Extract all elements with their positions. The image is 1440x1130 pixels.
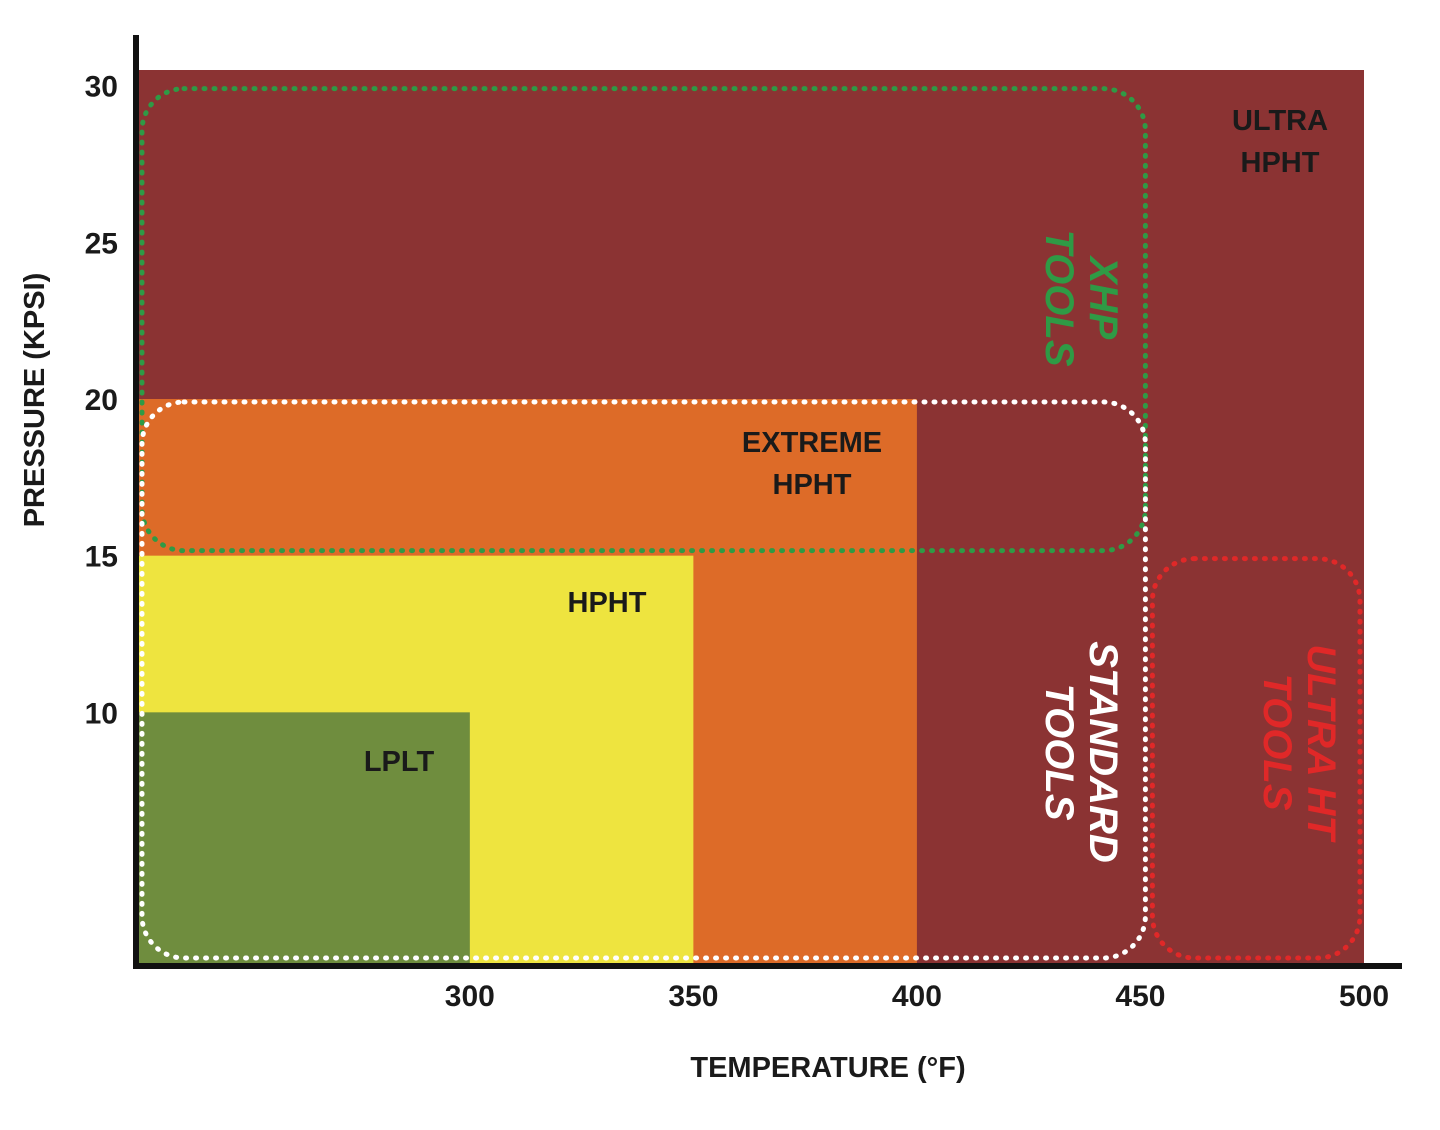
x-axis-title: TEMPERATURE (°F) bbox=[690, 1052, 965, 1084]
tool-range-layer bbox=[139, 86, 1363, 961]
tool-label-ultra-ht-tools-line-2: TOOLS bbox=[1255, 673, 1299, 810]
region-layer bbox=[139, 70, 1364, 963]
region-label-layer: ULTRA HPHT EXTREME HPHT HPHT LPLT bbox=[364, 105, 1328, 778]
tool-range-ultra-ht-tools bbox=[1149, 556, 1363, 961]
region-label-hpht-line-1: HPHT bbox=[568, 587, 647, 619]
tool-label-standard-tools-line-1: STANDARD bbox=[1081, 641, 1125, 862]
tool-range-standard-tools bbox=[139, 399, 1148, 961]
tool-label-xhp-tools-line-2: TOOLS bbox=[1037, 229, 1081, 366]
region-label-ultra-hpht-line-1: ULTRA bbox=[1232, 105, 1328, 137]
x-tick-350: 350 bbox=[668, 980, 718, 1013]
x-tick-400: 400 bbox=[892, 980, 942, 1013]
tool-label-standard-tools-line-2: TOOLS bbox=[1037, 683, 1081, 820]
axes bbox=[133, 35, 1402, 969]
region-label-ultra-hpht-line-2: HPHT bbox=[1241, 147, 1320, 179]
region-lplt bbox=[139, 712, 470, 963]
region-label-extreme-hpht-line-2: HPHT bbox=[773, 469, 852, 501]
y-tick-30: 30 bbox=[85, 71, 118, 104]
y-tick-10: 10 bbox=[85, 697, 118, 730]
y-tick-15: 15 bbox=[85, 541, 118, 574]
x-tick-500: 500 bbox=[1339, 980, 1389, 1013]
tick-labels: 300 350 400 450 500 10 15 20 25 30 bbox=[85, 71, 1389, 1013]
y-tick-20: 20 bbox=[85, 384, 118, 417]
tool-label-ultra-ht-tools-line-1: ULTRA HT bbox=[1299, 644, 1343, 843]
region-label-extreme-hpht-line-1: EXTREME bbox=[742, 427, 882, 459]
x-tick-300: 300 bbox=[445, 980, 495, 1013]
tool-label-xhp-tools-line-1: XHP bbox=[1081, 255, 1125, 340]
region-label-lplt-line-1: LPLT bbox=[364, 746, 435, 778]
y-tick-25: 25 bbox=[85, 227, 118, 260]
y-axis-title: PRESSURE (KPSI) bbox=[19, 273, 51, 528]
x-tick-450: 450 bbox=[1115, 980, 1165, 1013]
tool-range-xhp-tools bbox=[139, 86, 1148, 554]
